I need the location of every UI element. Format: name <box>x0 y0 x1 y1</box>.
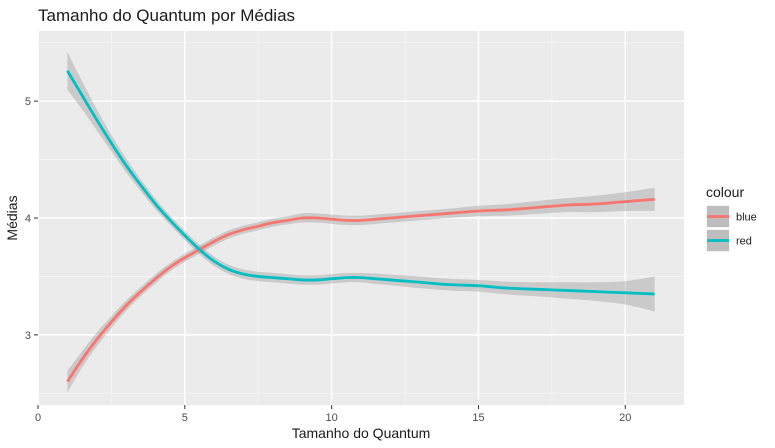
x-tick-label: 20 <box>619 412 631 424</box>
band-blue <box>67 187 655 393</box>
chart-title: Tamanho do Quantum por Médias <box>38 6 295 25</box>
x-tick-label: 5 <box>182 412 188 424</box>
x-axis: 0 5 10 15 20 <box>35 405 631 424</box>
x-axis-label: Tamanho do Quantum <box>292 425 431 441</box>
y-tick-label: 4 <box>25 213 31 225</box>
confidence-bands <box>67 52 655 393</box>
band-red <box>67 52 655 312</box>
legend-label-red: red <box>736 236 752 248</box>
series-line-red <box>66 70 655 296</box>
y-tick-label: 3 <box>25 330 31 342</box>
legend-label-blue: blue <box>736 212 757 224</box>
legend: colour blue red <box>705 184 757 253</box>
x-tick-label: 0 <box>35 412 41 424</box>
legend-title: colour <box>706 184 744 200</box>
series-line-blue <box>66 197 655 383</box>
x-tick-label: 15 <box>472 412 484 424</box>
y-axis-label: Médias <box>4 195 20 240</box>
y-axis: 3 4 5 <box>25 96 38 342</box>
x-tick-label: 10 <box>326 412 338 424</box>
y-tick-label: 5 <box>25 96 31 108</box>
series-lines <box>66 70 655 383</box>
